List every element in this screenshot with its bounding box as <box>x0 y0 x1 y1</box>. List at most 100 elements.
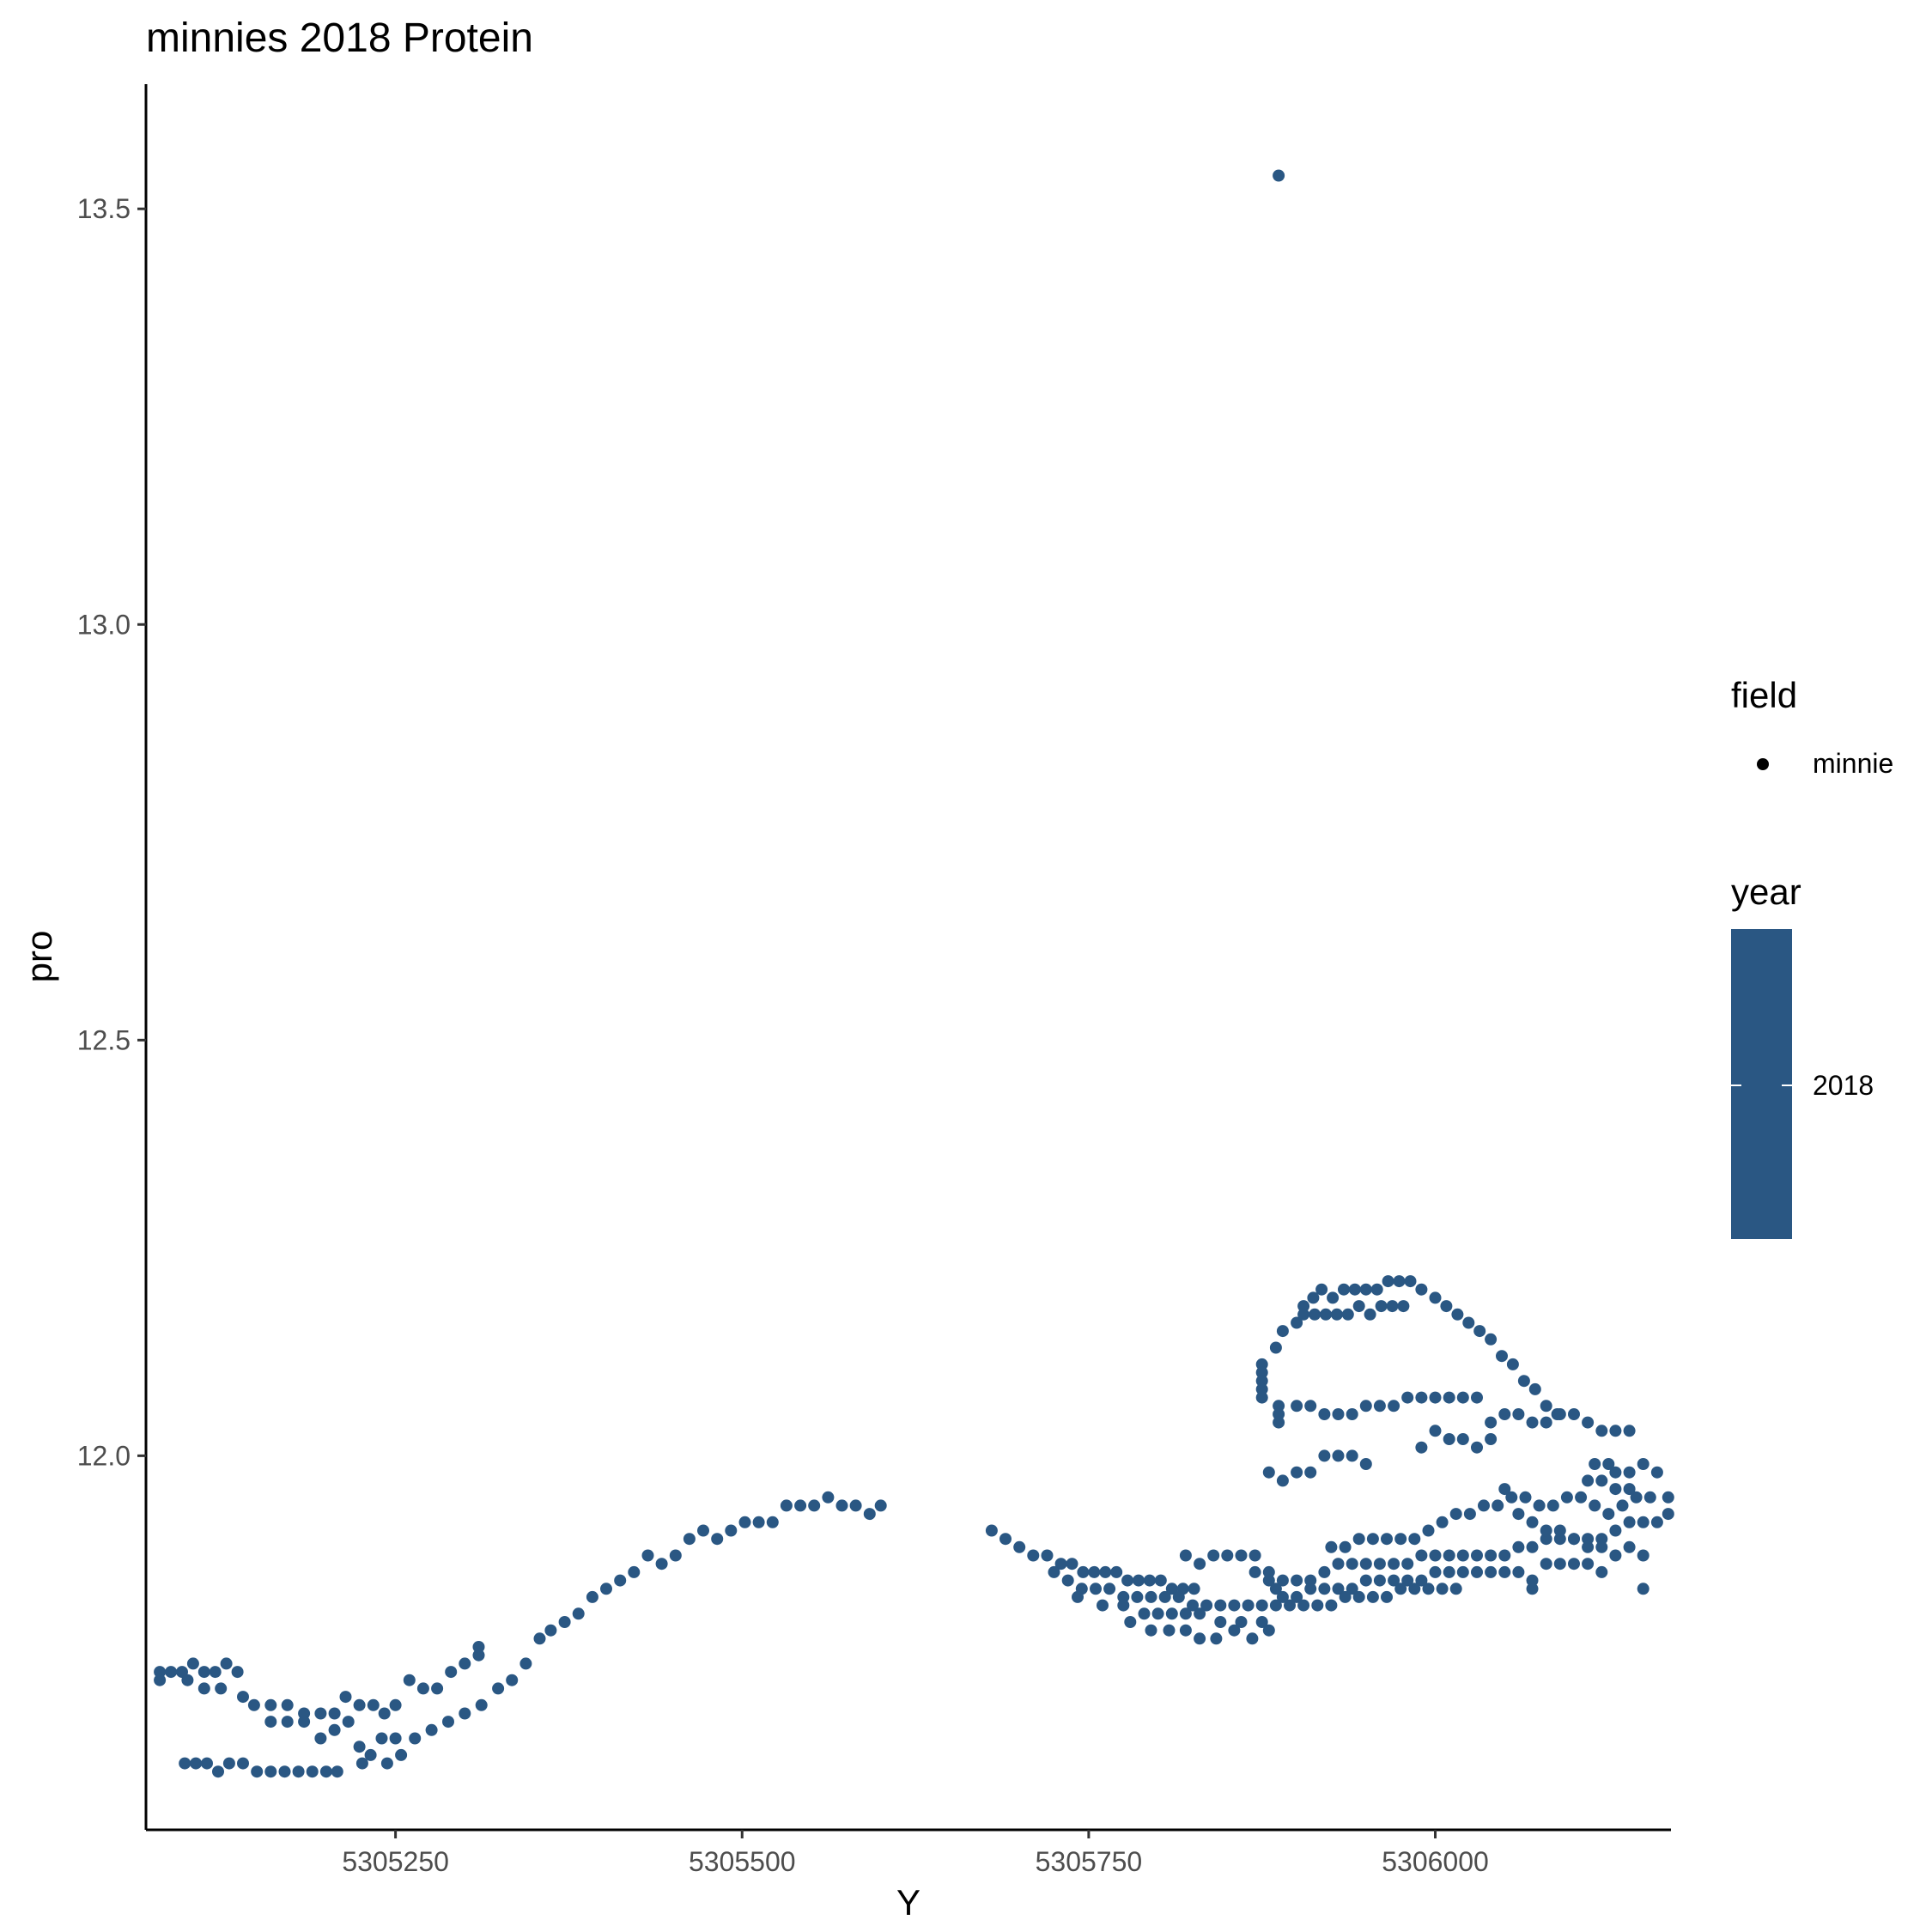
data-point <box>181 1674 194 1686</box>
data-point <box>1415 1549 1428 1562</box>
data-point <box>794 1499 807 1512</box>
data-point <box>1187 1599 1199 1612</box>
data-point <box>278 1765 291 1778</box>
legend-field-label: minnie <box>1813 748 1893 779</box>
data-point <box>1589 1499 1601 1512</box>
data-point <box>1623 1483 1636 1496</box>
data-point <box>1121 1574 1134 1587</box>
data-point <box>425 1723 438 1736</box>
data-point <box>1255 1599 1268 1612</box>
data-point <box>1276 1590 1289 1603</box>
data-point <box>1388 1400 1400 1413</box>
data-point <box>251 1765 264 1778</box>
data-point <box>1512 1508 1525 1521</box>
data-point <box>1393 1275 1406 1288</box>
data-point <box>1589 1458 1601 1470</box>
data-point <box>215 1682 228 1695</box>
data-point <box>1381 1590 1393 1603</box>
x-tick-label: 5305750 <box>1036 1846 1143 1877</box>
data-point <box>472 1641 485 1653</box>
data-point <box>264 1765 277 1778</box>
data-point <box>1540 1533 1552 1546</box>
data-point <box>1154 1574 1167 1587</box>
data-point <box>628 1565 641 1578</box>
data-point <box>1194 1607 1206 1620</box>
data-point <box>1568 1408 1580 1420</box>
data-point <box>1429 1549 1442 1562</box>
data-point <box>1456 1433 1469 1445</box>
data-point <box>1595 1425 1608 1437</box>
data-point <box>1315 1283 1328 1296</box>
data-point <box>231 1666 244 1679</box>
data-point <box>1616 1499 1629 1512</box>
data-point <box>201 1757 213 1770</box>
data-point <box>154 1666 167 1679</box>
data-point <box>264 1698 277 1711</box>
data-point <box>1327 1291 1340 1304</box>
data-point <box>641 1549 654 1562</box>
data-point <box>1415 1283 1428 1296</box>
data-point <box>1269 1583 1282 1595</box>
data-point <box>1276 1574 1289 1587</box>
data-point <box>1364 1308 1376 1321</box>
data-point <box>380 1757 393 1770</box>
data-point <box>1498 1408 1511 1420</box>
data-point <box>533 1632 546 1645</box>
data-point <box>1099 1565 1112 1578</box>
data-point <box>766 1516 779 1528</box>
legend-year-colorbar <box>1731 929 1792 1239</box>
data-point <box>1066 1558 1078 1571</box>
data-point <box>519 1657 532 1670</box>
data-point <box>1492 1499 1504 1512</box>
data-point <box>1346 1408 1358 1420</box>
data-point <box>1528 1382 1541 1395</box>
data-point <box>1602 1508 1615 1521</box>
data-point <box>1273 1416 1285 1429</box>
data-point <box>1623 1425 1636 1437</box>
data-point <box>1553 1524 1566 1537</box>
data-point <box>1061 1574 1074 1587</box>
data-point <box>1235 1616 1248 1628</box>
data-point <box>492 1682 505 1695</box>
data-point <box>1440 1300 1453 1313</box>
data-point <box>1090 1583 1102 1595</box>
data-point <box>298 1716 311 1728</box>
data-point <box>389 1732 402 1745</box>
data-point <box>431 1682 444 1695</box>
data-point <box>1533 1499 1546 1512</box>
data-point <box>1582 1533 1595 1546</box>
data-point <box>1370 1283 1383 1296</box>
data-point <box>1366 1590 1379 1603</box>
data-point <box>1145 1590 1157 1603</box>
data-point <box>1526 1540 1539 1553</box>
data-point <box>1436 1583 1449 1595</box>
data-point <box>1291 1316 1303 1329</box>
data-point <box>1325 1599 1338 1612</box>
data-point <box>1291 1590 1303 1603</box>
data-point <box>1582 1540 1595 1553</box>
data-point <box>445 1666 458 1679</box>
data-point <box>1013 1540 1026 1553</box>
data-point <box>1388 1558 1400 1571</box>
data-point <box>281 1716 294 1728</box>
data-point <box>1284 1599 1296 1612</box>
data-point <box>1650 1516 1663 1528</box>
data-point <box>1623 1540 1636 1553</box>
data-point <box>863 1508 876 1521</box>
data-point <box>165 1666 178 1679</box>
data-point <box>1505 1491 1518 1504</box>
data-point <box>1401 1558 1414 1571</box>
data-point <box>1235 1549 1248 1562</box>
data-point <box>1276 1474 1289 1487</box>
data-point <box>1568 1533 1580 1546</box>
data-point <box>209 1666 222 1679</box>
data-point <box>849 1499 862 1512</box>
data-point <box>1375 1300 1388 1313</box>
data-point <box>1255 1616 1268 1628</box>
data-point <box>1462 1316 1475 1329</box>
data-point <box>1249 1565 1261 1578</box>
data-point <box>1346 1558 1358 1571</box>
data-point <box>1429 1391 1442 1404</box>
data-point <box>1623 1516 1636 1528</box>
data-point <box>1359 1283 1372 1296</box>
